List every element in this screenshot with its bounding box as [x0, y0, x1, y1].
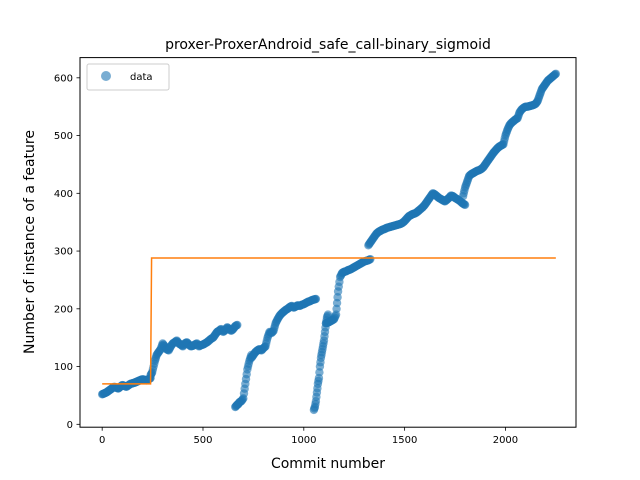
y-axis-label: Number of instance of a feature [22, 130, 38, 354]
x-tick-label: 2000 [493, 435, 518, 446]
legend: data [86, 63, 170, 91]
x-axis: 0 500 1000 1500 2000 [99, 427, 518, 446]
data-point [460, 200, 470, 210]
y-tick-label: 0 [67, 420, 73, 431]
y-tick-label: 200 [54, 304, 73, 315]
legend-box [86, 63, 170, 91]
x-tick-label: 1500 [392, 435, 417, 446]
axes-frame [79, 57, 577, 428]
y-tick-label: 100 [54, 362, 73, 373]
data-point [233, 320, 242, 330]
y-tick-label: 300 [54, 247, 73, 258]
x-tick-label: 0 [99, 435, 105, 446]
x-tick-label: 500 [193, 435, 212, 446]
fit-line [102, 257, 556, 385]
y-tick-label: 500 [54, 131, 73, 142]
data-point [366, 254, 375, 264]
data-point [551, 69, 561, 78]
legend-label-data: data [130, 72, 153, 83]
y-axis: 0 100 200 300 400 500 600 [54, 73, 80, 431]
x-axis-label: Commit number [271, 456, 385, 472]
data-point [311, 294, 321, 304]
plot-area [97, 69, 561, 415]
chart-title: proxer-ProxerAndroid_safe_call-binary_si… [165, 37, 491, 53]
x-tick-label: 1000 [291, 435, 316, 446]
y-tick-label: 400 [54, 189, 73, 200]
y-tick-label: 600 [54, 73, 73, 84]
legend-marker-data [101, 71, 111, 81]
